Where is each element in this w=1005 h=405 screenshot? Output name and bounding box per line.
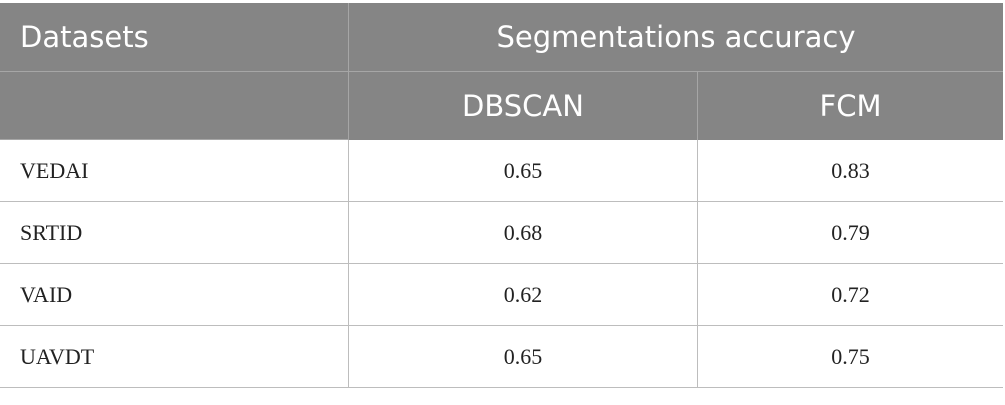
accuracy-value: 0.62 <box>348 264 697 326</box>
dataset-name: UAVDT <box>0 326 348 388</box>
dataset-name: VAID <box>0 264 348 326</box>
header-subcolumn: FCM <box>697 72 1003 140</box>
accuracy-value: 0.79 <box>697 202 1003 264</box>
header-blank <box>0 72 348 140</box>
header-datasets: Datasets <box>0 3 348 72</box>
accuracy-value: 0.65 <box>348 326 697 388</box>
accuracy-value: 0.65 <box>348 140 697 202</box>
accuracy-value: 0.68 <box>348 202 697 264</box>
dataset-name: SRTID <box>0 202 348 264</box>
header-subcolumn: DBSCAN <box>348 72 697 140</box>
dataset-name: VEDAI <box>0 140 348 202</box>
header-group: Segmentations accuracy <box>348 3 1003 72</box>
accuracy-value: 0.75 <box>697 326 1003 388</box>
accuracy-value: 0.72 <box>697 264 1003 326</box>
accuracy-value: 0.83 <box>697 140 1003 202</box>
